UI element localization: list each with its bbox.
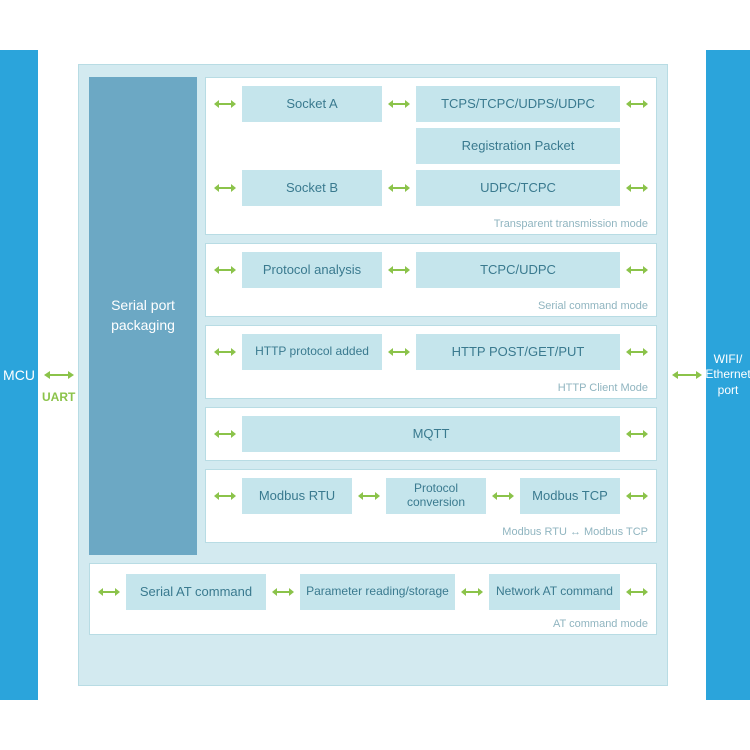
arrow-icon — [214, 181, 236, 195]
serial-at-box: Serial AT command — [126, 574, 266, 610]
wifi-bar: WIFI/ Ethernet port — [706, 50, 750, 700]
arrow-icon — [388, 97, 410, 111]
section-serial-cmd: Protocol analysis TCPC/UDPC Serial comma… — [205, 243, 657, 317]
arrow-icon — [388, 181, 410, 195]
caption-modbus: Modbus RTU ↔ Modbus TCP — [502, 526, 648, 538]
net-at-box: Network AT command — [489, 574, 620, 610]
section-at: Serial AT command Parameter reading/stor… — [89, 563, 657, 635]
serial-pkg-label: Serial port packaging — [97, 296, 189, 335]
wifi-label: WIFI/ Ethernet port — [705, 352, 750, 399]
section-modbus: Modbus RTU Protocol conversion Modbus TC… — [205, 469, 657, 543]
section-transparent: Socket A TCPS/TCPC/UDPS/UDPC Registratio… — [205, 77, 657, 235]
caption-serial-cmd: Serial command mode — [538, 300, 648, 312]
arrow-icon — [214, 489, 236, 503]
tcpc-udpc-box: TCPC/UDPC — [416, 252, 620, 288]
caption-transparent: Transparent transmission mode — [494, 218, 648, 230]
upper-area: Serial port packaging Socket A TCPS/TCPC… — [89, 77, 657, 555]
arrow-icon — [214, 345, 236, 359]
arrow-icon — [214, 427, 236, 441]
modbus-tcp-box: Modbus TCP — [520, 478, 620, 514]
tcps-box: TCPS/TCPC/UDPS/UDPC — [416, 86, 620, 122]
arrow-icon — [626, 263, 648, 277]
arrow-icon — [626, 97, 648, 111]
mcu-bar: MCU — [0, 50, 38, 700]
modbus-rtu-box: Modbus RTU — [242, 478, 352, 514]
reg-packet-box: Registration Packet — [416, 128, 620, 164]
section-mqtt: MQTT — [205, 407, 657, 461]
arrow-icon — [388, 263, 410, 277]
arrow-icon — [358, 489, 380, 503]
arrow-icon — [214, 97, 236, 111]
section-http: HTTP protocol added HTTP POST/GET/PUT HT… — [205, 325, 657, 399]
arrow-icon — [492, 489, 514, 503]
arrow-icon — [98, 585, 120, 599]
arrow-icon — [626, 181, 648, 195]
arrow-icon — [626, 489, 648, 503]
udpc-box: UDPC/TCPC — [416, 170, 620, 206]
uart-label: UART — [42, 390, 75, 404]
uart-arrow — [44, 368, 74, 382]
mqtt-box: MQTT — [242, 416, 620, 452]
arrow-icon — [461, 585, 483, 599]
arrow-icon — [214, 263, 236, 277]
arrow-icon — [626, 427, 648, 441]
arrow-icon — [388, 345, 410, 359]
http-added-box: HTTP protocol added — [242, 334, 382, 370]
arrow-icon — [272, 585, 294, 599]
right-main-arrow — [672, 368, 702, 382]
serial-port-packaging: Serial port packaging — [89, 77, 197, 555]
arrow-icon — [626, 345, 648, 359]
http-methods-box: HTTP POST/GET/PUT — [416, 334, 620, 370]
sections-column: Socket A TCPS/TCPC/UDPS/UDPC Registratio… — [205, 77, 657, 555]
param-box: Parameter reading/storage — [300, 574, 455, 610]
caption-http: HTTP Client Mode — [558, 382, 648, 394]
arrow-icon — [626, 585, 648, 599]
proto-conv-box: Protocol conversion — [386, 478, 486, 514]
caption-at: AT command mode — [553, 618, 648, 630]
socket-b-box: Socket B — [242, 170, 382, 206]
socket-a-box: Socket A — [242, 86, 382, 122]
main-panel: Serial port packaging Socket A TCPS/TCPC… — [78, 64, 668, 686]
mcu-label: MCU — [3, 367, 35, 383]
proto-analysis-box: Protocol analysis — [242, 252, 382, 288]
